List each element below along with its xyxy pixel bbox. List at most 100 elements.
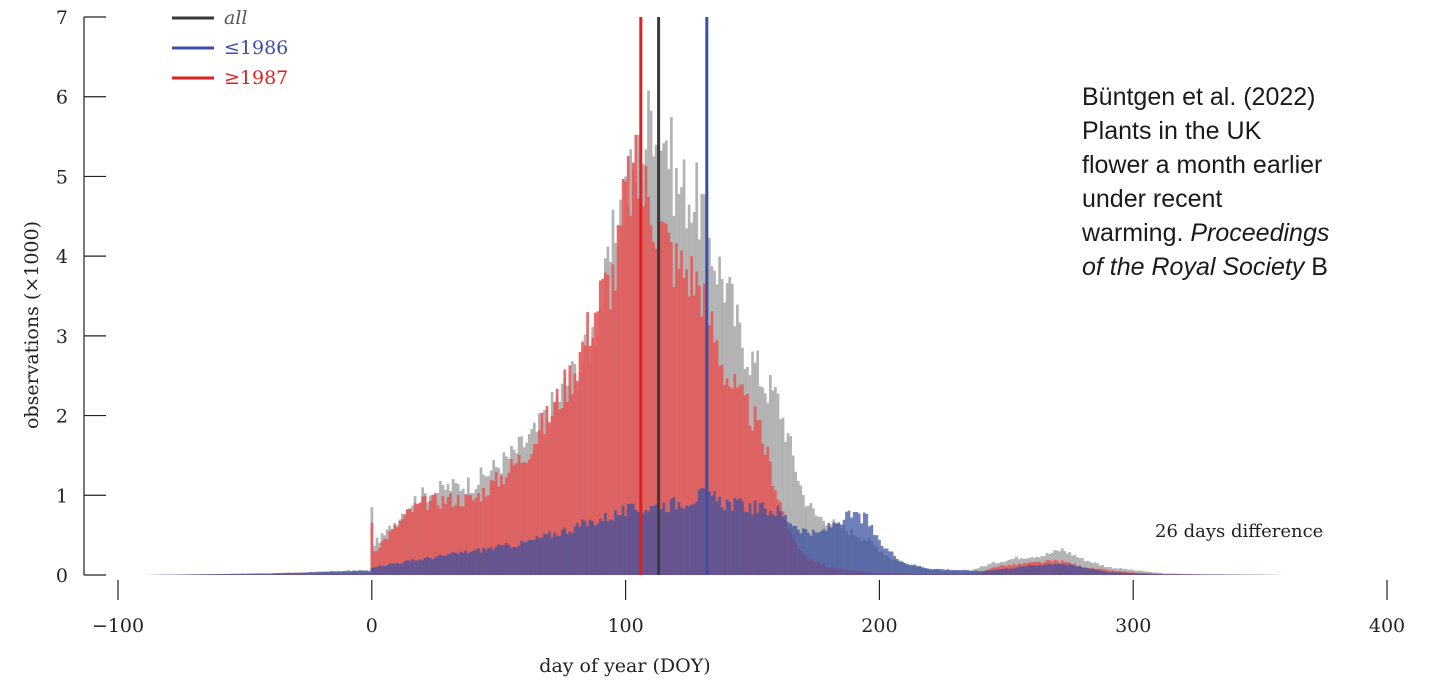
bar <box>263 573 267 575</box>
bar <box>274 573 277 575</box>
bar <box>1081 567 1084 575</box>
bar <box>1159 574 1163 575</box>
bar <box>720 507 724 575</box>
bar <box>670 242 673 575</box>
legend-label-2: ≥1987 <box>224 67 288 89</box>
bar <box>477 493 480 575</box>
bar <box>576 381 579 575</box>
bar <box>530 539 534 575</box>
y-tick-label: 5 <box>56 166 68 188</box>
bar <box>776 393 780 575</box>
bar <box>299 572 303 575</box>
bar <box>431 559 435 575</box>
bar <box>487 495 490 575</box>
bar <box>677 268 681 575</box>
bar <box>489 547 493 575</box>
bar <box>248 573 252 575</box>
bar <box>784 514 787 575</box>
bar <box>1076 557 1079 575</box>
bar <box>1025 566 1029 575</box>
bar <box>568 365 572 575</box>
bar <box>416 560 419 575</box>
bar <box>966 570 970 575</box>
bar <box>903 563 907 575</box>
bar <box>748 425 752 575</box>
bar <box>393 563 397 575</box>
bar <box>510 459 513 575</box>
bar <box>906 564 909 575</box>
bar <box>474 497 478 575</box>
bar <box>842 519 846 575</box>
bar <box>954 569 957 575</box>
bar <box>611 264 615 575</box>
bar <box>581 341 584 575</box>
bar <box>230 573 234 575</box>
bar <box>786 522 790 575</box>
bar <box>428 500 432 575</box>
bar <box>664 512 668 575</box>
bar <box>1060 564 1064 575</box>
bar <box>385 539 389 575</box>
x-tick-label: 100 <box>607 615 643 637</box>
bar <box>479 552 483 575</box>
bar <box>586 312 589 575</box>
bar <box>586 525 589 575</box>
bar <box>1055 563 1059 575</box>
bar <box>654 504 658 575</box>
bar <box>223 573 227 575</box>
bar <box>284 573 287 575</box>
bar <box>1185 574 1188 575</box>
bar <box>291 573 295 575</box>
bar <box>370 567 374 575</box>
bar <box>977 570 980 575</box>
bar <box>350 571 353 575</box>
y-tick-label: 6 <box>56 87 68 109</box>
bar <box>426 556 430 575</box>
bar <box>667 512 671 575</box>
bar <box>367 571 371 575</box>
bar <box>890 551 894 575</box>
bar <box>1154 572 1158 575</box>
bar <box>1091 569 1095 575</box>
bar <box>827 522 831 575</box>
bar <box>375 567 379 575</box>
bar <box>687 505 691 575</box>
bar <box>360 570 364 575</box>
bar <box>1007 568 1011 575</box>
bar <box>1040 565 1044 575</box>
bar <box>690 504 694 575</box>
bar <box>398 521 402 575</box>
bar <box>477 548 480 575</box>
bar <box>507 472 511 575</box>
bar <box>774 387 777 575</box>
bar <box>1213 574 1216 575</box>
bar <box>713 491 716 575</box>
bar <box>634 134 638 576</box>
bar <box>1195 574 1199 575</box>
bar <box>571 393 574 575</box>
bar <box>619 225 622 575</box>
bar <box>1048 563 1051 575</box>
bar <box>1124 572 1128 575</box>
bar <box>710 311 714 575</box>
bar <box>895 558 899 575</box>
bar <box>502 484 506 575</box>
bar <box>888 551 891 575</box>
bar <box>375 550 379 575</box>
bar <box>812 529 815 575</box>
citation-line-2: Plants in the UK <box>1082 117 1262 145</box>
bar <box>469 551 473 575</box>
bar <box>510 547 513 575</box>
bar <box>979 571 983 575</box>
bar <box>748 503 752 575</box>
bar <box>819 531 823 575</box>
bar <box>606 521 610 575</box>
bar <box>456 495 460 575</box>
bar <box>1098 570 1102 575</box>
bar <box>322 571 325 575</box>
annotation-26-days-difference: 26 days difference <box>1155 521 1323 542</box>
bar <box>771 390 775 575</box>
bar <box>753 500 757 575</box>
bar <box>355 571 358 575</box>
bar <box>733 374 737 575</box>
